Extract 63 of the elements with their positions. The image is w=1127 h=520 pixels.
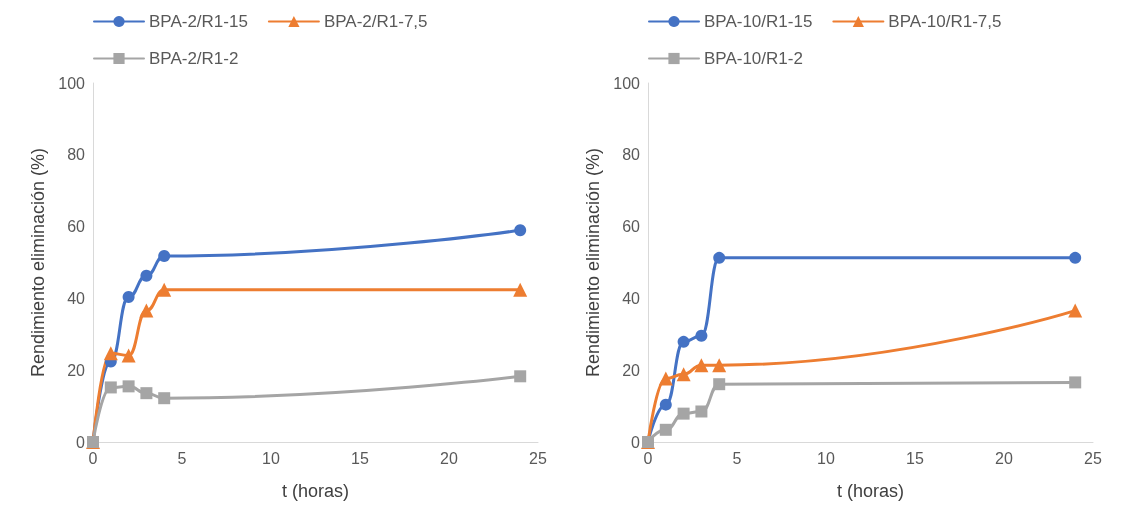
x-tick-label: 15	[351, 449, 369, 467]
y-tick-label: 100	[613, 74, 641, 92]
point	[122, 290, 135, 303]
point	[677, 335, 690, 348]
y-tick-label: 20	[622, 361, 641, 379]
point	[695, 405, 708, 418]
legend-label: BPA-10/R1-2	[704, 49, 803, 68]
point	[104, 381, 117, 394]
x-tick-label: 20	[995, 449, 1013, 467]
y-tick-label: 80	[622, 146, 641, 164]
point	[658, 371, 673, 386]
y-tick-label: 60	[67, 218, 86, 236]
point	[514, 224, 527, 237]
y-tick-label: 100	[58, 74, 86, 92]
point	[1069, 376, 1082, 389]
legend-label: BPA-2/R1-2	[149, 49, 239, 68]
point	[676, 367, 691, 382]
x-tick-label: 5	[732, 449, 742, 467]
point	[659, 398, 672, 411]
legend-label: BPA-2/R1-15	[149, 12, 248, 31]
x-tick-label: 20	[440, 449, 458, 467]
point	[122, 380, 135, 393]
point	[158, 392, 171, 405]
legend-label: BPA-2/R1-7,5	[323, 12, 428, 31]
y-axis-title: Rendimiento eliminación (%)	[28, 147, 49, 378]
point	[158, 250, 171, 263]
y-tick-label: 60	[622, 218, 641, 236]
x-tick-label: 10	[817, 449, 835, 467]
x-tick-label: 25	[529, 449, 547, 467]
point	[712, 358, 727, 373]
y-tick-label: 0	[631, 433, 641, 451]
legend-label: BPA-10/R1-7,5	[888, 12, 1002, 31]
x-tick-label: 25	[1084, 449, 1102, 467]
point	[659, 423, 672, 436]
point	[140, 387, 153, 400]
y-tick-label: 40	[67, 289, 86, 307]
x-tick-label: 0	[88, 449, 98, 467]
point	[157, 282, 172, 297]
x-axis-title: t (horas)	[281, 481, 350, 501]
x-tick-label: 10	[262, 449, 280, 467]
point	[677, 407, 690, 420]
point	[103, 346, 118, 361]
point	[121, 348, 136, 363]
point	[1068, 303, 1083, 318]
y-tick-label: 40	[622, 289, 641, 307]
y-tick-label: 20	[67, 361, 86, 379]
x-tick-label: 15	[906, 449, 924, 467]
x-tick-label: 5	[177, 449, 187, 467]
point	[514, 370, 527, 383]
y-tick-label: 80	[67, 146, 86, 164]
point	[1069, 251, 1082, 264]
x-tick-label: 0	[643, 449, 653, 467]
y-axis-title: Rendimiento eliminación (%)	[583, 147, 604, 378]
legend-label: BPA-10/R1-15	[704, 12, 813, 31]
point	[139, 303, 154, 318]
point	[513, 282, 528, 297]
point	[140, 269, 153, 282]
point	[713, 251, 726, 264]
point	[694, 358, 709, 373]
y-tick-label: 0	[76, 433, 86, 451]
point	[695, 329, 708, 342]
x-axis-title: t (horas)	[836, 481, 905, 501]
point	[713, 378, 726, 391]
